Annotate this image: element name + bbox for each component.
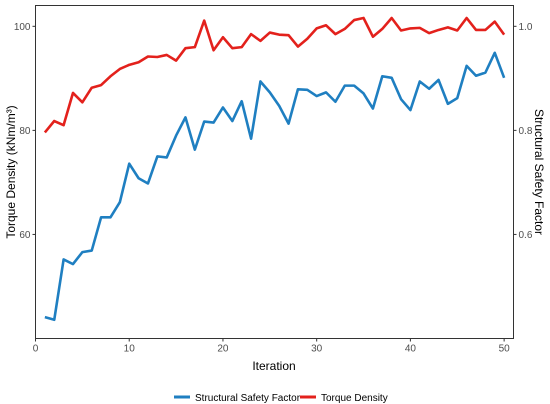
- legend-label-torque-density: Torque Density: [321, 393, 388, 404]
- panel-border: [35, 5, 514, 339]
- right-tick-label: 0.6: [519, 230, 533, 241]
- y2-axis-title: Structural Safety Factor: [532, 109, 546, 235]
- x-tick-label: 10: [124, 344, 136, 355]
- legend-label-safety-factor: Structural Safety Factor: [195, 393, 301, 404]
- left-axis-ticks: 60 80 100: [14, 22, 36, 241]
- right-tick-label: 1.0: [519, 22, 533, 33]
- left-tick-label: 60: [19, 230, 31, 241]
- series-line-torque-density: [43, 16, 506, 134]
- x-tick-label: 0: [33, 344, 39, 355]
- x-tick-label: 50: [499, 344, 511, 355]
- x-axis-title: Iteration: [252, 359, 295, 373]
- x-axis-ticks: 0 10 20 30 40 50: [33, 338, 511, 355]
- series-layer: [43, 16, 506, 322]
- left-tick-label: 80: [19, 126, 31, 137]
- series-line-structural-safety-factor: [44, 51, 506, 322]
- right-axis-ticks: 0.6 0.8 1.0: [513, 22, 533, 241]
- right-tick-label: 0.8: [519, 126, 533, 137]
- legend: Structural Safety Factor Torque Density: [174, 393, 388, 404]
- x-tick-label: 30: [311, 344, 323, 355]
- left-tick-label: 100: [14, 22, 31, 33]
- x-tick-label: 20: [217, 344, 229, 355]
- x-tick-label: 40: [405, 344, 417, 355]
- y-axis-title: Torque Density (kNm/m³): [4, 105, 18, 238]
